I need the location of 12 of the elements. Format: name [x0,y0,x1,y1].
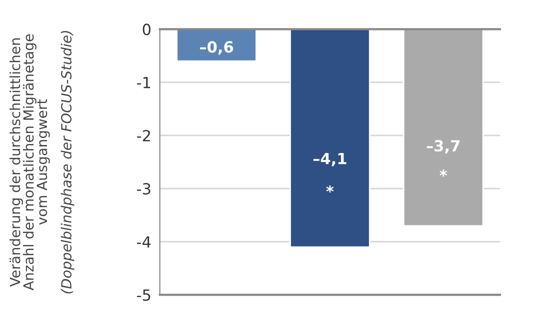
data-label: –0,6 [200,41,234,55]
y-tick-label: -4 [137,236,151,248]
y-tick-label: -1 [137,76,150,88]
data-label: –4,1 [313,152,346,166]
y-tick-label: -3 [137,183,150,195]
y-tick-label: 0 [142,24,150,36]
y-tick-label: -2 [137,130,150,142]
data-label: –3,7 [426,140,460,154]
annotation: * [440,169,448,177]
y-axis-title: Veränderung der durchschnittlichen Anzahl der monatlichen Migränetage vom Ausgangwert (Doppelblindphase der FOCUS-Studie) [10,30,74,294]
y-tick-label: -5 [137,290,150,301]
annotation: * [326,185,334,193]
